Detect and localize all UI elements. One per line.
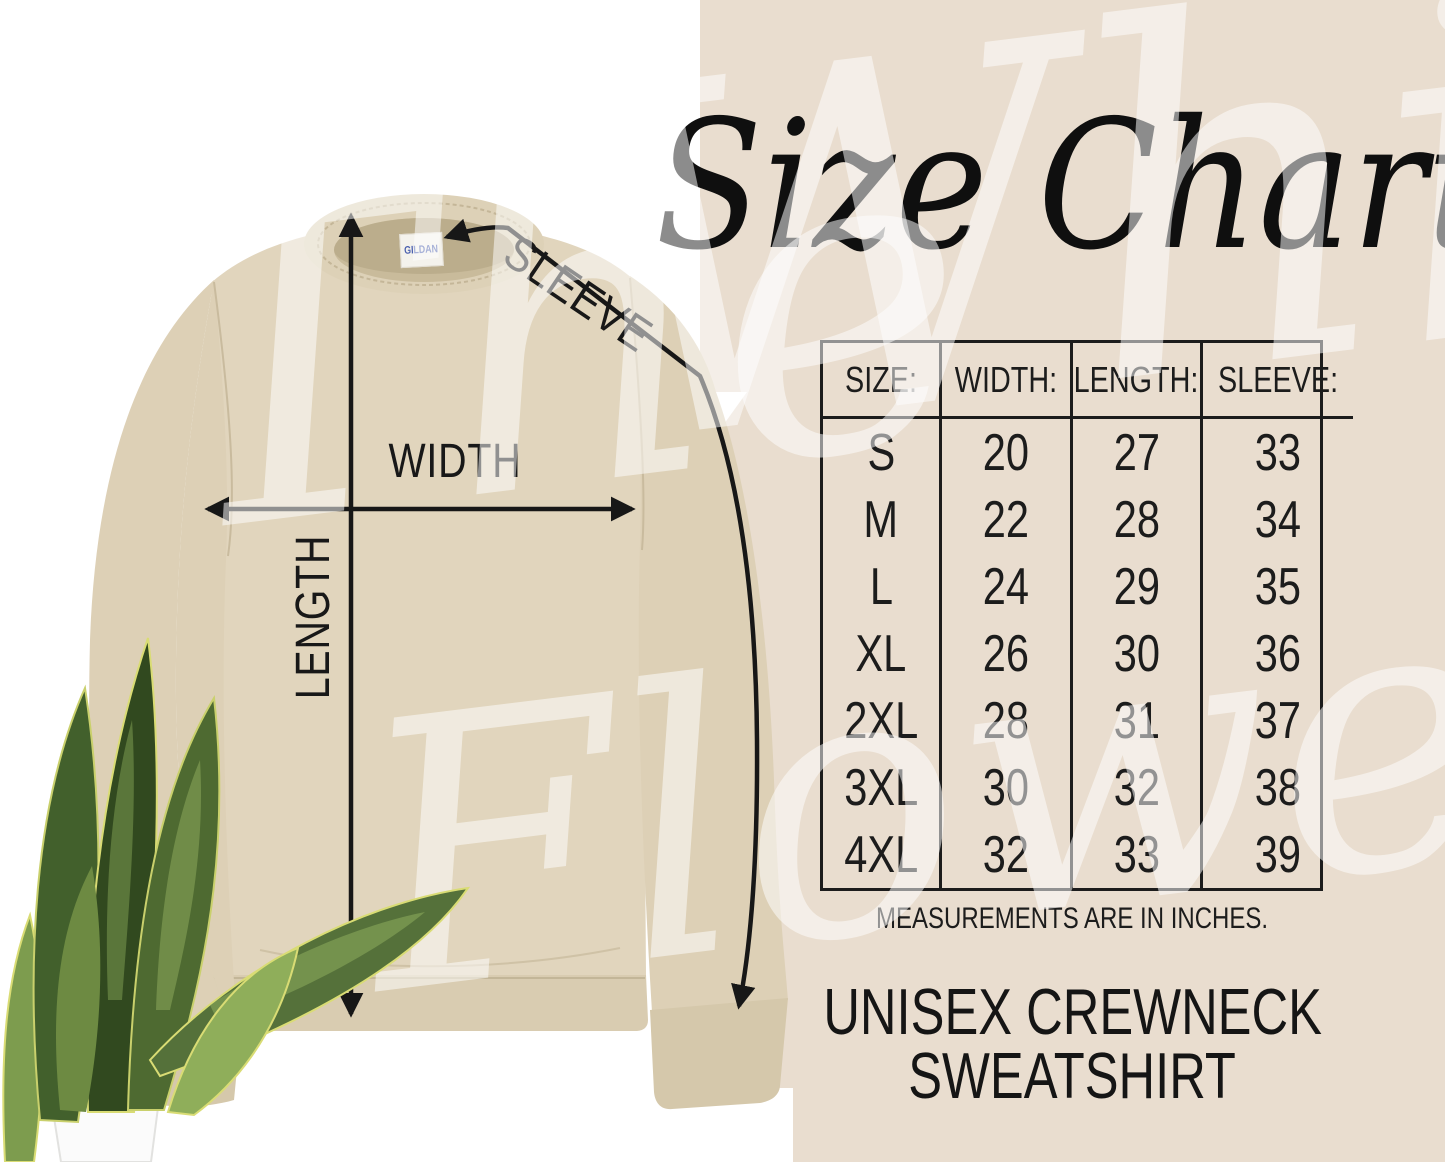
units-note: MEASUREMENTS ARE IN INCHES.	[876, 902, 1269, 935]
size-cell: M	[863, 490, 899, 549]
length-cell: 33	[1070, 821, 1200, 888]
plant-leaf-stripe	[106, 720, 134, 1000]
size-cell: 2XL	[843, 691, 919, 750]
gildan-tag-text: GILDAN	[404, 243, 439, 257]
size-chart-table: SIZE: WIDTH: LENGTH: SLEEVE: S 20 27 33 …	[820, 340, 1354, 891]
length-cell: 31	[1070, 687, 1200, 754]
length-cell: 27	[1070, 419, 1200, 486]
sleeve-cell: 34	[1200, 486, 1353, 553]
plant-leaf	[126, 694, 221, 1111]
width-cell: 24	[939, 553, 1070, 620]
size-cell: 3XL	[843, 758, 919, 817]
width-cell: 20	[939, 419, 1070, 486]
size-cell: 4XL	[843, 825, 919, 884]
plant-leaf	[55, 866, 101, 1112]
width-cell: 26	[939, 620, 1070, 687]
length-cell: 30	[1070, 620, 1200, 687]
sleeve-cell: 37	[1200, 687, 1353, 754]
sleeve-cell: 36	[1200, 620, 1353, 687]
length-cell: 28	[1070, 486, 1200, 553]
sleeve-cell: 39	[1200, 821, 1353, 888]
length-cell: 32	[1070, 754, 1200, 821]
size-cell: S	[867, 423, 895, 482]
col-header-size: SIZE:	[823, 343, 939, 419]
length-cell: 29	[1070, 553, 1200, 620]
plant-leaf	[166, 946, 300, 1117]
sleeve-arrow	[443, 218, 760, 1010]
left-armhole-seam	[213, 281, 233, 557]
page-title: Size Chart	[655, 81, 1445, 289]
right-cuff	[650, 998, 788, 1110]
gildan-collar-tag: GILDAN	[399, 231, 444, 269]
width-cell: 22	[939, 486, 1070, 553]
size-cell: L	[869, 557, 893, 616]
width-cell: 30	[939, 754, 1070, 821]
col-header-width: WIDTH:	[939, 343, 1070, 419]
width-label: WIDTH	[388, 434, 522, 488]
product-line-1: UNISEX CREWNECK	[823, 975, 1322, 1048]
width-cell: 28	[939, 687, 1070, 754]
col-header-sleeve: SLEEVE:	[1200, 343, 1354, 419]
col-header-length: LENGTH:	[1070, 343, 1200, 419]
product-name: UNISEX CREWNECK SWEATSHIRT	[700, 975, 1445, 1112]
sleeve-cell: 35	[1200, 553, 1353, 620]
size-cell: XL	[855, 624, 907, 683]
plant-leaf-stripe	[156, 760, 202, 1010]
product-line-2: SWEATSHIRT	[908, 1039, 1237, 1112]
snake-plant	[2, 637, 471, 1162]
width-cell: 32	[939, 821, 1070, 888]
sleeve-cell: 33	[1200, 419, 1353, 486]
sleeve-cell: 38	[1200, 754, 1353, 821]
